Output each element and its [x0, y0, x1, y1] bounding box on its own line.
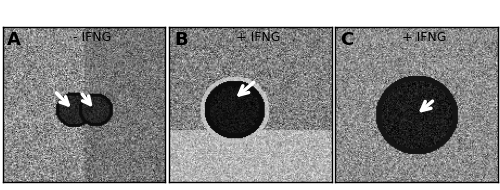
Text: + IFNG: + IFNG — [402, 31, 446, 44]
Text: C: C — [340, 31, 353, 49]
Text: + IFNG: + IFNG — [236, 31, 281, 44]
Text: A: A — [8, 31, 21, 49]
Text: B: B — [174, 31, 188, 49]
Text: - IFNG: - IFNG — [72, 31, 111, 44]
